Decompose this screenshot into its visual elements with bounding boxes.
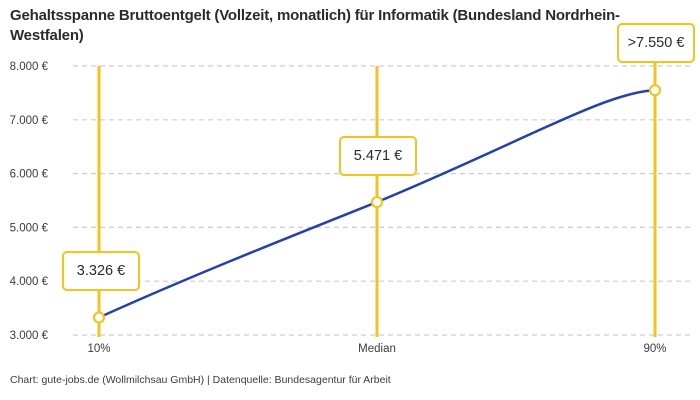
- y-tick-label: 3.000 €: [10, 330, 49, 342]
- y-tick-label: 8.000 €: [10, 61, 49, 73]
- callout-value-90-label: >7.550 €: [627, 35, 685, 51]
- data-point-markers: [92, 84, 662, 324]
- callout-value-10-label: 3.326 €: [76, 263, 126, 279]
- x-axis-labels: 10% Median 90%: [87, 343, 666, 355]
- callout-value-90: >7.550 €: [617, 23, 695, 63]
- y-tick-label: 4.000 €: [10, 276, 49, 288]
- gridlines: [73, 65, 690, 336]
- y-tick-label: 5.000 €: [10, 222, 49, 234]
- callout-value-median-label: 5.471 €: [353, 148, 403, 164]
- data-point-median: [370, 195, 384, 209]
- x-label-median: Median: [358, 343, 396, 355]
- data-point-10: [92, 311, 106, 324]
- callout-value-median: 5.471 €: [339, 136, 417, 176]
- y-axis-labels: 8.000 € 7.000 € 6.000 € 5.000 € 4.000 € …: [10, 61, 49, 342]
- chart-title: Gehaltsspanne Bruttoentgelt (Vollzeit, m…: [10, 7, 620, 44]
- callout-value-10: 3.326 €: [62, 251, 140, 291]
- x-label-90: 90%: [643, 343, 666, 355]
- y-tick-label: 7.000 €: [10, 115, 49, 127]
- x-label-10: 10%: [87, 343, 110, 355]
- data-point-90: [648, 84, 662, 97]
- source-credit: Chart: gute-jobs.de (Wollmilchsau GmbH) …: [10, 374, 391, 386]
- y-tick-label: 6.000 €: [10, 169, 49, 181]
